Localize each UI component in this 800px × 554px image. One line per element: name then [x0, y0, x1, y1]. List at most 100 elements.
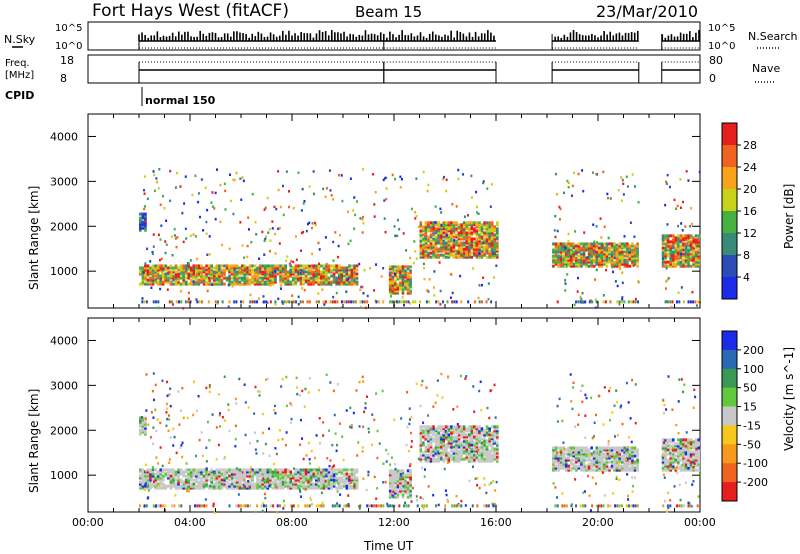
echo-noise: [626, 185, 629, 188]
echo-noise: [675, 465, 678, 469]
echo-noise: [620, 404, 623, 408]
echo-cell: [314, 482, 318, 486]
echo-cell: [391, 271, 395, 275]
echo-cell: [320, 486, 323, 490]
echo-noise: [206, 471, 209, 474]
echo-cell: [692, 242, 695, 246]
echo-cell: [179, 272, 183, 276]
echo-cell: [437, 431, 440, 435]
echo-cell: [212, 276, 216, 280]
echo-noise: [445, 178, 448, 181]
echo-cell: [697, 240, 701, 244]
echo-cell: [697, 462, 701, 466]
echo-cell: [146, 474, 150, 478]
echo-cell: [197, 468, 201, 472]
echo-cell: [671, 256, 675, 260]
echo-noise: [676, 471, 679, 475]
echo-cell: [429, 235, 433, 239]
echo-cell: [394, 477, 397, 481]
echo-cell: [169, 478, 173, 482]
echo-cell: [340, 278, 344, 282]
ground-echo: [228, 300, 231, 304]
echo-cell: [404, 479, 407, 483]
echo-noise: [606, 192, 609, 196]
echo-noise: [263, 208, 266, 211]
echo-cell: [595, 460, 599, 464]
echo-cell: [679, 250, 683, 254]
echo-cell: [618, 452, 621, 456]
echo-cell: [200, 472, 203, 476]
echo-cell: [682, 234, 685, 238]
echo-cell: [682, 464, 685, 468]
echo-cell: [490, 245, 494, 249]
echo-cell: [223, 472, 226, 476]
echo-cell: [220, 482, 224, 486]
echo-cell: [470, 427, 474, 431]
echo-cell: [269, 276, 272, 280]
echo-noise: [161, 194, 164, 198]
echo-cell: [212, 478, 216, 482]
echo-cell: [187, 486, 191, 490]
echo-cell: [261, 266, 264, 270]
echo-cell: [452, 429, 456, 433]
echo-cell: [483, 253, 486, 257]
echo-cell: [399, 275, 402, 279]
echo-cell: [677, 246, 680, 250]
echo-cell: [322, 278, 326, 282]
echo-cell: [348, 268, 351, 272]
echo-cell: [677, 244, 680, 248]
echo-cell: [669, 458, 672, 462]
echo-cell: [460, 427, 463, 431]
echo-cell: [348, 472, 351, 476]
echo-cell: [559, 456, 563, 460]
echo-cell: [572, 262, 576, 266]
echo-noise: [633, 235, 636, 238]
echo-cell: [281, 472, 285, 476]
echo-cell: [437, 233, 440, 237]
echo-cell: [325, 486, 328, 490]
echo-noise: [619, 267, 622, 271]
echo-noise: [299, 472, 302, 476]
echo-cell: [677, 456, 680, 460]
echo-cell: [299, 264, 303, 268]
echo-cell: [289, 474, 293, 478]
echo-cell: [437, 453, 440, 457]
echo-cell: [590, 468, 593, 472]
echo-cell: [197, 486, 201, 490]
echo-cell: [590, 460, 593, 464]
echo-noise: [325, 263, 328, 266]
echo-cell: [187, 282, 191, 286]
echo-cell: [445, 447, 448, 451]
echo-cell: [241, 476, 244, 480]
echo-cell: [442, 445, 446, 449]
echo-cell: [184, 482, 188, 486]
echo-cell: [432, 243, 435, 247]
echo-noise: [430, 247, 433, 250]
echo-noise: [618, 478, 621, 482]
echo-cell: [146, 470, 150, 474]
echo-cell: [241, 272, 244, 276]
echo-cell: [608, 246, 611, 250]
echo-cell: [496, 435, 499, 439]
echo-cell: [437, 239, 440, 243]
echo-cell: [149, 486, 152, 490]
echo-cell: [679, 248, 683, 252]
echo-cell: [289, 486, 293, 490]
echo-cell: [572, 254, 576, 258]
echo-cell: [205, 276, 208, 280]
echo-cell: [281, 484, 285, 488]
echo-cell: [294, 478, 298, 482]
echo-cell: [266, 264, 270, 268]
echo-cell: [409, 265, 412, 269]
echo-cell: [169, 470, 173, 474]
echo-cell: [314, 278, 318, 282]
echo-noise: [562, 441, 565, 444]
echo-cell: [669, 444, 672, 448]
echo-cell: [266, 480, 270, 484]
echo-cell: [144, 484, 147, 488]
echo-cell: [269, 278, 272, 282]
echo-cell: [442, 453, 446, 457]
y-tick-label: 3000: [50, 175, 78, 188]
echo-cell: [169, 282, 173, 286]
echo-cell: [592, 464, 596, 468]
